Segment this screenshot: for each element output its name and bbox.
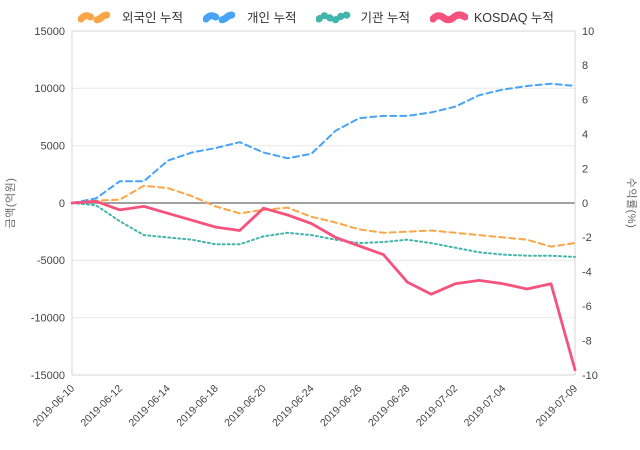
legend-item-institution[interactable]: 기관 누적 xyxy=(316,7,410,26)
right-axis-title: 수익률(%) xyxy=(625,178,638,228)
legend: 외국인 누적 개인 누적 기관 누적 KOSDAQ 누적 xyxy=(78,7,554,26)
foreign-line-swatch-icon xyxy=(78,11,116,23)
institution-line-swatch-icon xyxy=(316,11,355,23)
series-line xyxy=(70,199,577,372)
right-y-tick-label: -2 xyxy=(582,232,592,244)
right-y-tick-label: -4 xyxy=(582,267,592,279)
x-tick-label: 2019-06-28 xyxy=(366,383,413,430)
x-tick-label: 2019-06-20 xyxy=(222,383,269,430)
series-line xyxy=(71,202,576,258)
legend-item-foreign[interactable]: 외국인 누적 xyxy=(78,7,183,26)
legend-label-individual: 개인 누적 xyxy=(246,11,297,25)
left-y-tick-label: -10000 xyxy=(31,313,65,325)
series-layer xyxy=(70,82,577,372)
series-line xyxy=(71,82,576,204)
right-y-tick-label: 6 xyxy=(582,95,588,107)
legend-item-kosdaq[interactable]: KOSDAQ 누적 xyxy=(429,7,554,26)
right-y-tick-label: -10 xyxy=(582,370,598,382)
grid-layer xyxy=(71,30,576,376)
x-tick-label: 2019-07-04 xyxy=(462,383,509,430)
left-axis-title: 금액(억원) xyxy=(4,178,17,229)
x-tick-label: 2019-06-14 xyxy=(126,383,173,430)
right-y-tick-label: 10 xyxy=(582,26,594,38)
x-tick-label: 2019-07-09 xyxy=(534,383,581,430)
left-y-tick-label: -15000 xyxy=(31,370,65,382)
x-tick-label: 2019-06-26 xyxy=(318,383,365,430)
right-y-tick-label: 2 xyxy=(582,163,588,175)
right-y-tick-label: -8 xyxy=(582,335,592,347)
legend-label-institution: 기관 누적 xyxy=(360,11,410,25)
x-tick-label: 2019-06-24 xyxy=(270,383,317,430)
right-y-tick-label: 8 xyxy=(582,60,588,72)
tick-layer: 15000 10000 5000 0 -5000 -10000 -15000 10 8 6 4 2 0 -… xyxy=(31,26,598,429)
x-tick-label: 2019-07-02 xyxy=(414,383,461,430)
right-y-tick-label: -6 xyxy=(582,301,592,313)
right-y-tick-label: 0 xyxy=(582,198,588,210)
legend-label-kosdaq: KOSDAQ 누적 xyxy=(473,11,554,25)
legend-item-individual[interactable]: 개인 누적 xyxy=(202,7,297,26)
left-y-tick-label: 15000 xyxy=(34,26,65,38)
left-y-tick-label: 10000 xyxy=(34,83,65,95)
legend-label-foreign: 외국인 누적 xyxy=(122,11,183,25)
individual-line-swatch-icon xyxy=(202,11,241,23)
right-y-tick-label: 4 xyxy=(582,129,588,141)
left-y-tick-label: 5000 xyxy=(41,141,65,153)
x-tick-label: 2019-06-18 xyxy=(174,383,221,430)
x-tick-label: 2019-06-10 xyxy=(31,383,78,430)
left-y-tick-label: -5000 xyxy=(37,255,65,267)
x-tick-label: 2019-06-12 xyxy=(79,383,126,430)
kosdaq-line-swatch-icon xyxy=(429,11,468,23)
left-y-tick-label: 0 xyxy=(59,198,65,210)
series-line xyxy=(71,184,576,248)
